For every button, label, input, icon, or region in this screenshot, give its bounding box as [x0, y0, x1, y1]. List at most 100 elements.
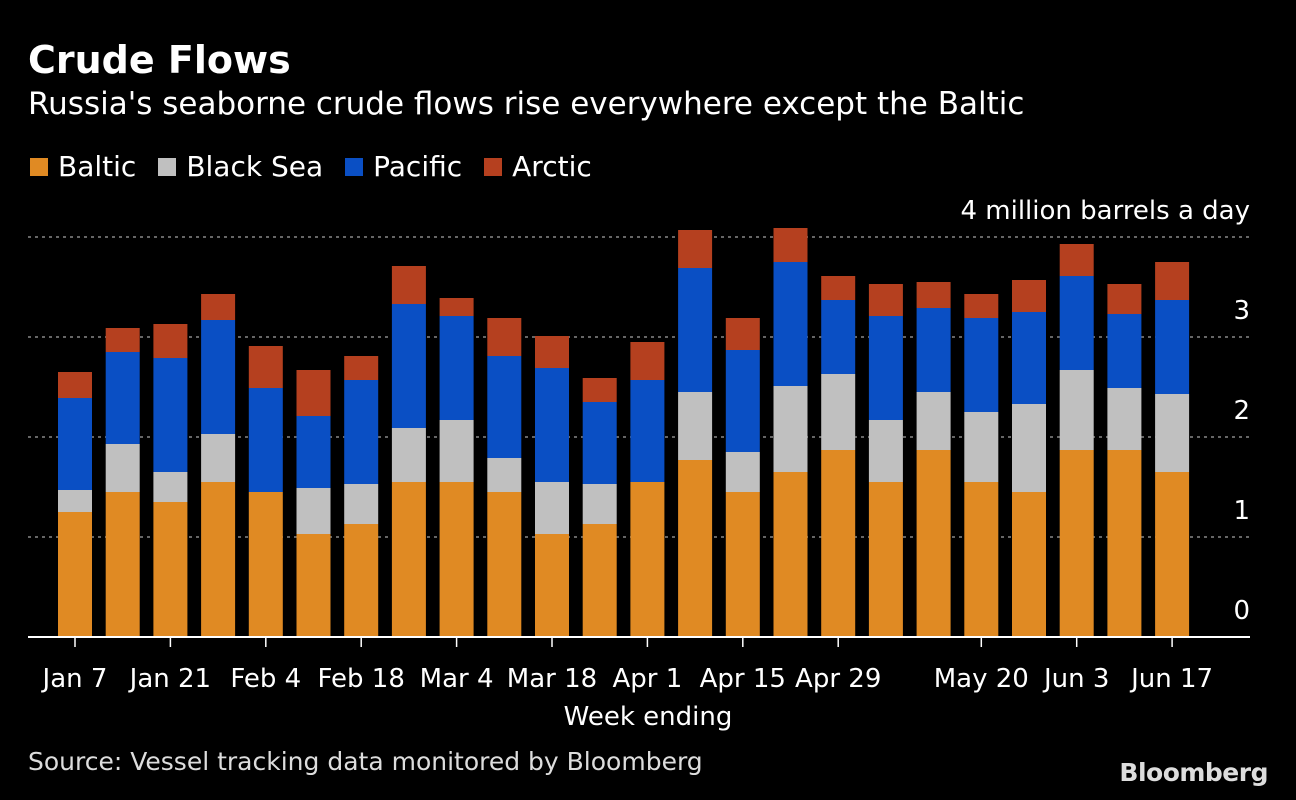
bar-segment [58, 398, 92, 490]
bar-segment [248, 346, 283, 388]
bar-segment [296, 416, 331, 488]
bar-segment [296, 370, 331, 416]
chart-title: Crude Flows [28, 38, 291, 82]
bar-segment [1155, 394, 1190, 472]
bar-segment [582, 402, 617, 484]
bloomberg-logo: Bloomberg [1119, 758, 1268, 787]
bar-segment [439, 316, 474, 420]
source-note: Source: Vessel tracking data monitored b… [28, 747, 703, 776]
bar-segment [630, 342, 665, 380]
bar-segment [105, 352, 140, 444]
bar-segment [296, 488, 331, 534]
legend-swatch-black-sea [158, 157, 177, 176]
bar-segment [487, 318, 522, 356]
bar-segment [868, 284, 903, 316]
bar-segment [868, 420, 903, 482]
legend-label-arctic: Arctic [512, 150, 592, 183]
y-tick-label: 3 [1233, 296, 1250, 326]
bar-segment [201, 434, 236, 482]
bar-segment [821, 450, 856, 637]
bar-segment [725, 350, 760, 452]
bar-segment [487, 458, 522, 492]
bar-segment [1155, 262, 1190, 300]
bar-segment [487, 492, 522, 637]
y-tick-label: 2 [1233, 396, 1250, 426]
bar-segment [821, 374, 856, 450]
bar-segment [1059, 276, 1094, 370]
bar-segment [535, 482, 569, 534]
bar-segment [201, 320, 236, 434]
bar-segment [296, 534, 331, 637]
bar-segment [916, 308, 951, 392]
legend-label-black-sea: Black Sea [186, 150, 324, 183]
bar-segment [535, 534, 569, 637]
bar-segment [1012, 492, 1046, 637]
bar-segment [535, 336, 569, 368]
bar-segment [58, 490, 92, 512]
bar-segment [725, 492, 760, 637]
bar-segment [1059, 370, 1094, 450]
bar-segment [391, 482, 426, 637]
y-tick-label: 0 [1233, 596, 1250, 626]
legend-item-pacific: Pacific [345, 150, 462, 183]
x-tick-label: Feb 18 [318, 664, 405, 694]
x-tick-label: Apr 29 [795, 664, 881, 694]
bar-segment [821, 276, 856, 300]
legend: Baltic Black Sea Pacific Arctic [30, 150, 592, 183]
bar-segment [439, 298, 474, 316]
bar-segment [105, 444, 140, 492]
bar-segment [391, 428, 426, 482]
bar-segment [630, 482, 665, 637]
bar-segment [1107, 450, 1142, 637]
bar-segment [725, 452, 760, 492]
bar-segment [201, 294, 236, 320]
bar-segment [821, 300, 856, 374]
bar-segment [248, 492, 283, 637]
bar-segment [1059, 450, 1094, 637]
legend-swatch-pacific [345, 157, 364, 176]
x-tick-label: Jan 7 [41, 664, 108, 694]
x-tick-label: Mar 4 [420, 664, 494, 694]
x-tick-label: Jan 21 [128, 664, 211, 694]
x-tick-label: May 20 [934, 664, 1029, 694]
bar-segment [248, 388, 283, 492]
bar-segment [344, 380, 379, 484]
bar-segment [535, 368, 569, 482]
x-tick-label: Apr 15 [700, 664, 786, 694]
bar-segment [153, 502, 188, 637]
bar-segment [439, 420, 474, 482]
legend-label-baltic: Baltic [58, 150, 137, 183]
y-tick-label: 1 [1233, 496, 1250, 526]
bar-segment [487, 356, 522, 458]
x-axis-label: Week ending [564, 702, 733, 732]
bar-segment [678, 392, 713, 460]
bar-segment [964, 318, 999, 412]
bar-segment [1012, 280, 1046, 312]
bar-segment [630, 380, 665, 482]
bar-segment [439, 482, 474, 637]
bar-segment [916, 282, 951, 308]
bar-segment [582, 524, 617, 637]
bar-segment [153, 324, 188, 358]
x-tick-label: Mar 18 [507, 664, 597, 694]
bar-segment [153, 358, 188, 472]
legend-item-baltic: Baltic [30, 150, 136, 183]
bar-segment [964, 482, 999, 637]
bar-segment [58, 512, 92, 637]
bar-segment [773, 262, 808, 386]
bar-segment [105, 328, 140, 352]
bar-segment [678, 460, 713, 637]
legend-item-arctic: Arctic [484, 150, 592, 183]
bar-segment [964, 294, 999, 318]
x-tick-label: Apr 1 [613, 664, 683, 694]
bar-segment [1012, 404, 1046, 492]
bar-segment [868, 316, 903, 420]
legend-swatch-baltic [30, 157, 48, 176]
bar-segment [725, 318, 760, 350]
bar-segment [1107, 284, 1142, 314]
x-tick-label: Feb 4 [230, 664, 301, 694]
bar-segment [678, 230, 713, 268]
bar-segment [582, 484, 617, 524]
bar-segment [678, 268, 713, 392]
bar-segment [916, 392, 951, 450]
